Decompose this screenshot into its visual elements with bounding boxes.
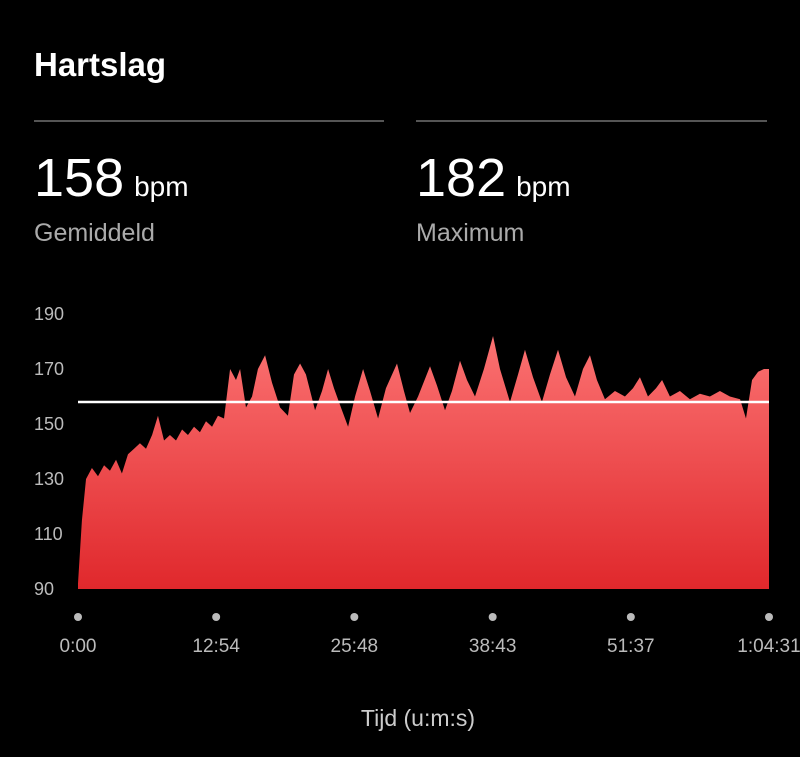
- y-tick-label: 170: [34, 359, 64, 379]
- stat-value: 158: [34, 148, 124, 208]
- x-tick-label: 38:43: [469, 636, 517, 657]
- stat-label: Maximum: [416, 219, 524, 247]
- y-tick-label: 110: [34, 524, 63, 544]
- x-tick-dot: [212, 613, 221, 621]
- x-tick-dot: [350, 613, 359, 621]
- stat-unit: bpm: [516, 171, 570, 202]
- title: Hartslag: [34, 46, 166, 83]
- x-tick-label: 51:37: [607, 636, 655, 657]
- stat-average: 158 bpm: [34, 148, 189, 208]
- x-tick-dot: [626, 613, 635, 621]
- x-axis-label: Tijd (u:m:s): [361, 705, 475, 731]
- x-tick-dot: [765, 613, 773, 621]
- stat-value: 182: [416, 148, 506, 208]
- x-tick-label: 1:04:31: [737, 636, 800, 657]
- stat-maximum: 182 bpm: [416, 148, 571, 208]
- y-tick-label: 90: [34, 579, 54, 599]
- stat-label: Gemiddeld: [34, 219, 155, 247]
- x-tick-label: 25:48: [331, 636, 379, 657]
- x-tick-dot: [488, 613, 497, 621]
- y-tick-label: 150: [34, 414, 64, 434]
- x-tick-label: 0:00: [60, 636, 97, 657]
- y-tick-label: 190: [34, 304, 64, 324]
- heart-rate-area: [78, 336, 769, 589]
- x-tick-label: 12:54: [192, 636, 240, 657]
- stat-unit: bpm: [134, 171, 188, 202]
- x-tick-dot: [74, 613, 82, 621]
- y-tick-label: 130: [34, 469, 64, 489]
